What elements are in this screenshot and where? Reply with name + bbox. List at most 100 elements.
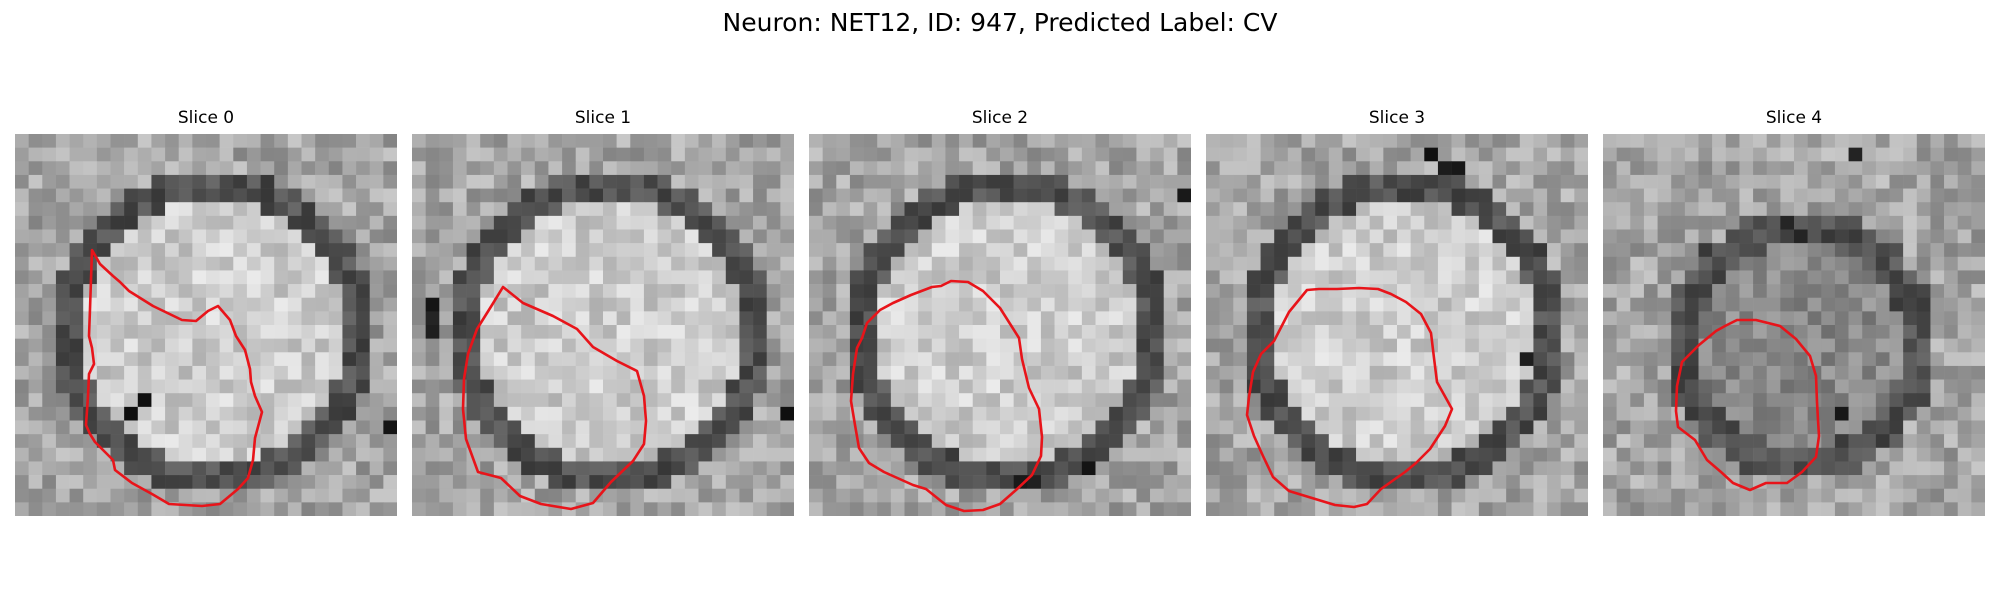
pixel xyxy=(603,365,617,380)
pixel xyxy=(1603,284,1617,299)
pixel xyxy=(1616,420,1631,435)
pixel xyxy=(1410,188,1425,203)
pixel xyxy=(643,215,658,230)
pixel xyxy=(493,134,508,148)
pixel xyxy=(1054,202,1069,217)
pixel xyxy=(383,243,397,258)
pixel xyxy=(1109,447,1124,462)
pixel xyxy=(1177,161,1191,176)
pixel xyxy=(589,270,604,285)
pixel xyxy=(206,229,220,244)
pixel xyxy=(1315,256,1330,271)
pixel xyxy=(1834,188,1849,203)
pixel xyxy=(1862,215,1877,230)
pixel xyxy=(1246,161,1261,176)
pixel xyxy=(1957,297,1972,312)
pixel xyxy=(1397,365,1411,380)
pixel xyxy=(28,338,43,353)
pixel xyxy=(1040,406,1055,421)
pixel xyxy=(1930,502,1945,516)
pixel xyxy=(1397,461,1411,476)
pixel xyxy=(178,379,193,394)
pixel xyxy=(55,134,70,148)
pixel xyxy=(1834,243,1849,258)
pixel xyxy=(904,311,919,326)
pixel xyxy=(780,447,794,462)
pixel xyxy=(328,147,343,162)
pixel xyxy=(383,202,397,217)
pixel xyxy=(1930,311,1945,326)
pixel xyxy=(192,338,207,353)
pixel xyxy=(178,284,193,299)
pixel xyxy=(1616,284,1631,299)
pixel xyxy=(1698,461,1713,476)
pixel xyxy=(630,461,645,476)
pixel xyxy=(369,229,384,244)
pixel xyxy=(301,338,316,353)
pixel xyxy=(1533,434,1548,449)
pixel xyxy=(904,243,919,258)
pixel xyxy=(1437,297,1452,312)
pixel xyxy=(1739,379,1754,394)
pixel xyxy=(192,147,207,162)
pixel xyxy=(1930,406,1945,421)
pixel xyxy=(110,393,125,408)
pixel xyxy=(725,215,740,230)
pixel xyxy=(42,161,57,176)
pixel xyxy=(1889,502,1904,516)
pixel xyxy=(1150,434,1165,449)
pixel xyxy=(684,174,699,189)
pixel xyxy=(1260,256,1275,271)
pixel xyxy=(1889,202,1904,217)
pixel xyxy=(1150,352,1165,367)
pixel xyxy=(1013,297,1028,312)
pixel xyxy=(137,365,152,380)
pixel xyxy=(1944,270,1959,285)
pixel xyxy=(684,311,699,326)
pixel xyxy=(206,406,220,421)
pixel xyxy=(562,447,577,462)
pixel xyxy=(1163,365,1178,380)
pixel xyxy=(1712,202,1727,217)
pixel xyxy=(328,229,343,244)
pixel xyxy=(1657,202,1672,217)
pixel xyxy=(1424,434,1439,449)
pixel xyxy=(480,447,495,462)
pixel xyxy=(1698,215,1713,230)
pixel xyxy=(712,406,727,421)
pixel xyxy=(1657,393,1672,408)
pixel xyxy=(671,488,686,503)
pixel xyxy=(1356,338,1371,353)
pixel xyxy=(877,420,892,435)
pixel xyxy=(466,434,481,449)
pixel xyxy=(1465,475,1480,490)
pixel xyxy=(863,147,878,162)
pixel xyxy=(1807,270,1822,285)
pixel xyxy=(822,188,837,203)
pixel xyxy=(1725,161,1740,176)
pixel xyxy=(589,461,604,476)
pixel xyxy=(1671,488,1686,503)
pixel xyxy=(836,297,851,312)
pixel xyxy=(904,161,919,176)
pixel xyxy=(1889,475,1904,490)
pixel xyxy=(1397,297,1411,312)
pixel xyxy=(1013,406,1028,421)
pixel xyxy=(342,134,357,148)
pixel xyxy=(110,365,125,380)
pixel xyxy=(1616,256,1631,271)
pixel xyxy=(712,379,727,394)
pixel xyxy=(1150,475,1165,490)
pixel xyxy=(1930,434,1945,449)
pixel xyxy=(274,338,289,353)
pixel xyxy=(548,215,563,230)
pixel xyxy=(1889,174,1904,189)
pixel xyxy=(521,270,536,285)
pixel xyxy=(1122,325,1137,339)
pixel xyxy=(1150,325,1165,339)
pixel xyxy=(83,488,98,503)
pixel xyxy=(165,202,180,217)
pixel xyxy=(1698,229,1713,244)
pixel xyxy=(1807,297,1822,312)
pixel xyxy=(1342,325,1357,339)
